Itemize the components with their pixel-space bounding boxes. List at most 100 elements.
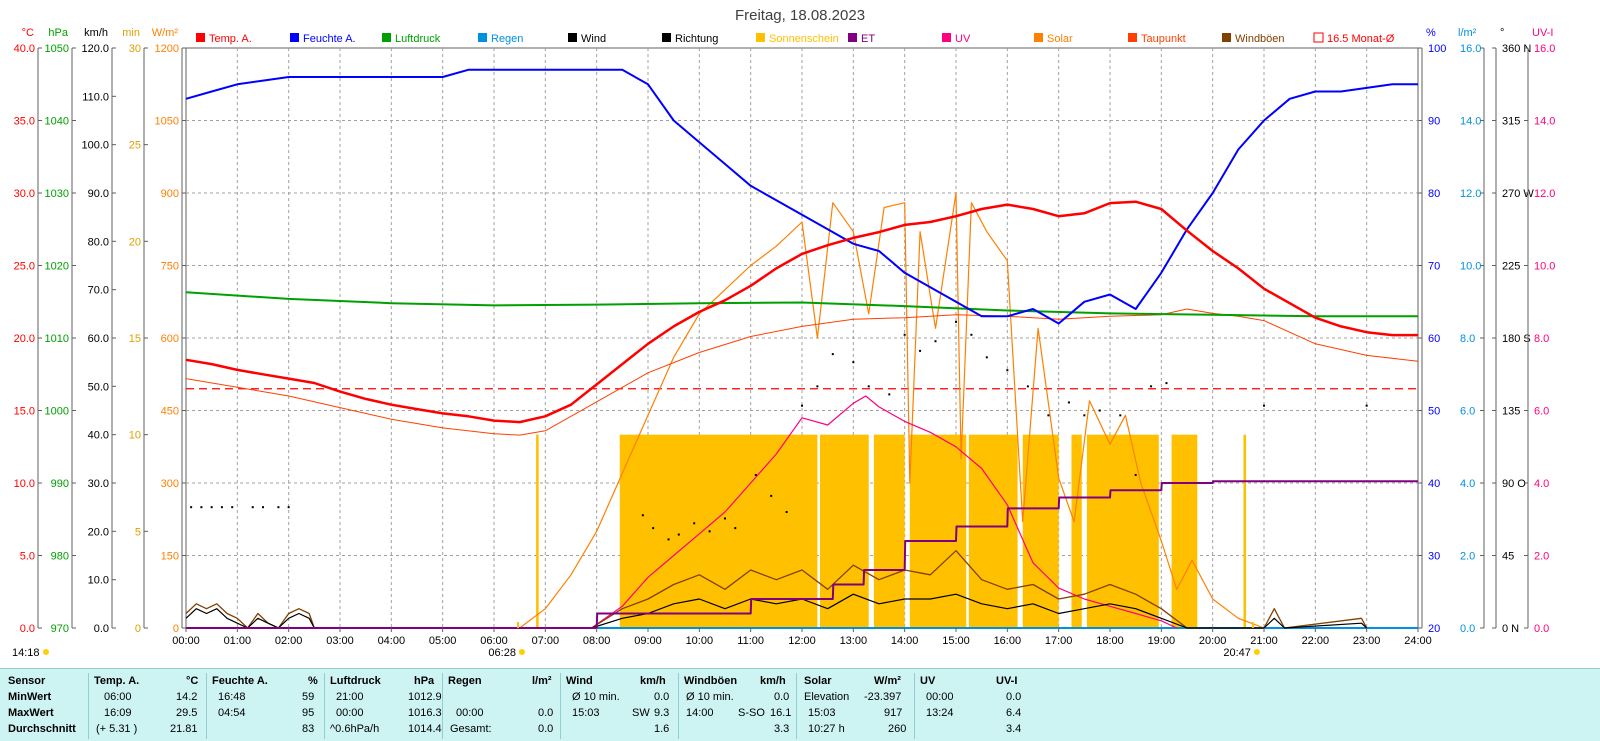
series-pressure <box>185 291 1418 318</box>
y-axis-tick-label: 0.0 <box>1534 623 1549 635</box>
legend-swatch <box>848 33 857 42</box>
summary-header-rain-unit: l/m² <box>532 675 552 687</box>
series-solar <box>519 192 1265 629</box>
x-axis-tick-label: 12:00 <box>788 635 816 647</box>
legend-label: ET <box>861 33 875 45</box>
legend-swatch <box>1128 33 1137 42</box>
summary-cell: 13:24 <box>926 707 954 719</box>
summary-cell: 95 <box>302 707 315 719</box>
column-divider <box>206 673 207 739</box>
y-axis-tick-label: 120.0 <box>81 43 109 55</box>
y-axis-tick-label: 50.0 <box>88 381 109 393</box>
y-axis-tick-label: 90.0 <box>88 188 109 200</box>
summary-cell: ^0.6hPa/h <box>330 723 380 735</box>
summary-cell: Gesamt: <box>450 723 492 735</box>
summary-cell: 9.3 <box>654 707 670 719</box>
x-axis-tick-label: 17:00 <box>1045 635 1073 647</box>
y-axis-tick-label: 8.0 <box>1460 333 1475 345</box>
y-axis-tick-label: 16.0 <box>1460 43 1481 55</box>
summary-header-sensor: Sensor <box>8 675 46 687</box>
wind-direction-point <box>708 530 711 533</box>
legend-swatch <box>942 33 951 42</box>
x-axis-ticks: 00:00 01:00 02:00 03:00 04:00 05:00 06:00 07:00… <box>12 622 1432 659</box>
y-axis-tick-label: 6.0 <box>1460 406 1475 418</box>
summary-header-gust: Windböen <box>684 675 738 687</box>
legend-label: Temp. A. <box>209 33 252 45</box>
y-axis-tick-label: 80.0 <box>88 236 109 248</box>
legend-swatch <box>1034 33 1043 42</box>
summary-cell: 00:00 <box>336 707 364 719</box>
y-axis-tick-label: 14.0 <box>1534 116 1555 128</box>
y-axis-tick-label: 1020 <box>45 261 69 273</box>
y-axis-tick-label: 990 <box>51 478 69 490</box>
y-axis-tick-label: 0 <box>173 623 179 635</box>
legend-label: Regen <box>491 33 523 45</box>
x-axis-tick-label: 03:00 <box>326 635 354 647</box>
wind-direction-point <box>1365 404 1368 407</box>
summary-cell: SW <box>632 707 650 719</box>
summary-header-solar-unit: W/m² <box>874 675 901 687</box>
wind-direction-point <box>641 514 644 517</box>
summary-row-label: MaxWert <box>8 707 54 719</box>
y-axis-tick-label: 450 <box>161 406 179 418</box>
y-axis-tick-label: 900 <box>161 188 179 200</box>
sunshine-bar <box>968 434 1018 628</box>
wind-direction-point <box>1134 473 1137 476</box>
y-axis-tick-label: 1050 <box>155 116 179 128</box>
legend-label: Richtung <box>675 33 718 45</box>
wind-direction-point <box>724 517 726 520</box>
y-axis-tick-label: 980 <box>51 551 69 563</box>
summary-cell: 10:27 h <box>808 723 845 735</box>
y-axis-tick-label: 25.0 <box>14 261 35 273</box>
x-axis-tick-label: 23:00 <box>1353 635 1381 647</box>
axes: °C 0.0 5.0 10.0 15.0 20.0 25.0 30.0 35.0 40.0 hPa 9… <box>14 27 1556 635</box>
summary-cell: 59 <box>302 691 315 703</box>
sunshine-bar <box>1071 434 1082 628</box>
wind-direction-point <box>667 538 670 541</box>
y-axis-tick-label: 10.0 <box>1534 261 1555 273</box>
y-axis-unit: W/m² <box>152 27 179 39</box>
sunshine-bar <box>1243 434 1247 628</box>
y-axis-tick-label: 100.0 <box>81 140 109 152</box>
x-axis-tick-label: 07:00 <box>532 635 560 647</box>
y-axis-tick-label: 30 <box>129 43 141 55</box>
wind-direction-point <box>1026 385 1029 388</box>
y-axis-tick-label: 35.0 <box>14 116 35 128</box>
y-axis-tick-label: 0.0 <box>1460 623 1475 635</box>
sun-icon <box>1253 649 1260 655</box>
legend-label: Solar <box>1047 33 1073 45</box>
summary-cell: 29.5 <box>176 707 198 719</box>
wind-direction-point <box>801 404 803 407</box>
series-temperature <box>185 200 1418 424</box>
summary-row-label: Durchschnitt <box>8 723 76 735</box>
column-divider <box>442 673 443 739</box>
legend-swatch <box>662 33 671 42</box>
x-axis-tick-label: 13:00 <box>840 635 868 647</box>
y-axis-tick-label: 40.0 <box>88 430 109 442</box>
wind-direction-point <box>816 385 819 388</box>
sunshine-bar <box>1171 434 1198 628</box>
wind-direction-point <box>754 473 757 476</box>
wind-direction-point <box>677 533 680 536</box>
summary-cell: 0.0 <box>538 707 554 719</box>
y-axis-tick-label: 1000 <box>45 406 69 418</box>
y-axis-tick-label: 12.0 <box>1460 188 1481 200</box>
y-axis-tick-label: 20.0 <box>88 526 109 538</box>
wind-direction-point <box>1098 409 1101 412</box>
summary-cell: 14.2 <box>176 691 198 703</box>
chart-title: Freitag, 18.08.2023 <box>735 7 865 24</box>
y-axis-tick-label: 315 <box>1502 116 1520 128</box>
summary-header-gust-unit: km/h <box>760 675 786 687</box>
summary-cell: 00:00 <box>926 691 954 703</box>
y-axis-tick-label: 60 <box>1428 333 1440 345</box>
x-axis-tick-label: 06:00 <box>480 635 508 647</box>
y-axis-tick-label: 4.0 <box>1460 478 1475 490</box>
y-axis-tick-label: 80 <box>1428 188 1440 200</box>
y-axis-tick-label: 150 <box>161 551 179 563</box>
wind-direction-point <box>955 320 957 323</box>
summary-cell: 260 <box>888 723 907 735</box>
wind-direction-point <box>1047 414 1050 417</box>
legend-swatch <box>382 33 391 42</box>
wind-direction-point <box>1263 404 1265 407</box>
summary-header-press-unit: hPa <box>414 675 435 687</box>
